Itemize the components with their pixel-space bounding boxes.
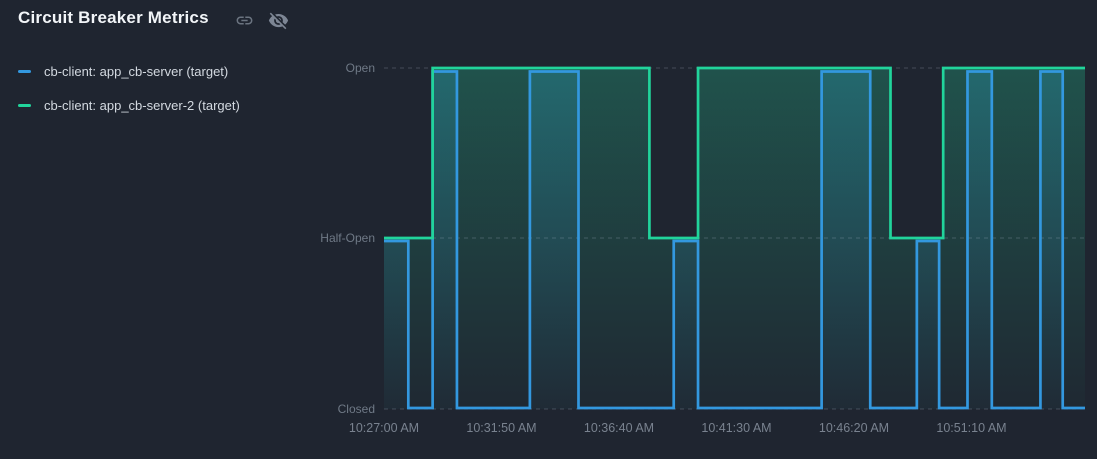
eye-off-icon[interactable] — [268, 10, 289, 31]
y-axis-label-closed: Closed — [337, 402, 375, 416]
legend-label: cb-client: app_cb-server-2 (target) — [44, 97, 240, 113]
legend: cb-client: app_cb-server (target) cb-cli… — [18, 63, 240, 131]
x-tick-label: 10:27:00 AM — [348, 421, 420, 435]
page-title: Circuit Breaker Metrics — [18, 8, 209, 27]
x-tick-label: 10:51:10 AM — [936, 421, 1007, 435]
legend-item-cb-server[interactable]: cb-client: app_cb-server (target) — [18, 63, 240, 79]
series-line-1[interactable] — [384, 66, 1085, 240]
x-tick-label: 10:41:30 AM — [701, 421, 772, 435]
series-line-0[interactable] — [384, 70, 1085, 410]
y-axis-label-open: Open — [345, 61, 375, 75]
link-icon[interactable] — [235, 11, 254, 30]
series-color-dash — [18, 69, 31, 73]
series-color-dash — [18, 103, 31, 107]
x-tick-label: 10:31:50 AM — [466, 421, 537, 435]
legend-label: cb-client: app_cb-server (target) — [44, 63, 229, 79]
y-axis-label-half-open: Half-Open — [320, 231, 375, 245]
series-area-1 — [384, 68, 1085, 409]
x-tick-label: 10:36:40 AM — [583, 421, 655, 435]
x-tick-label: 10:46:20 AM — [818, 421, 890, 435]
legend-item-cb-server-2[interactable]: cb-client: app_cb-server-2 (target) — [18, 97, 240, 113]
